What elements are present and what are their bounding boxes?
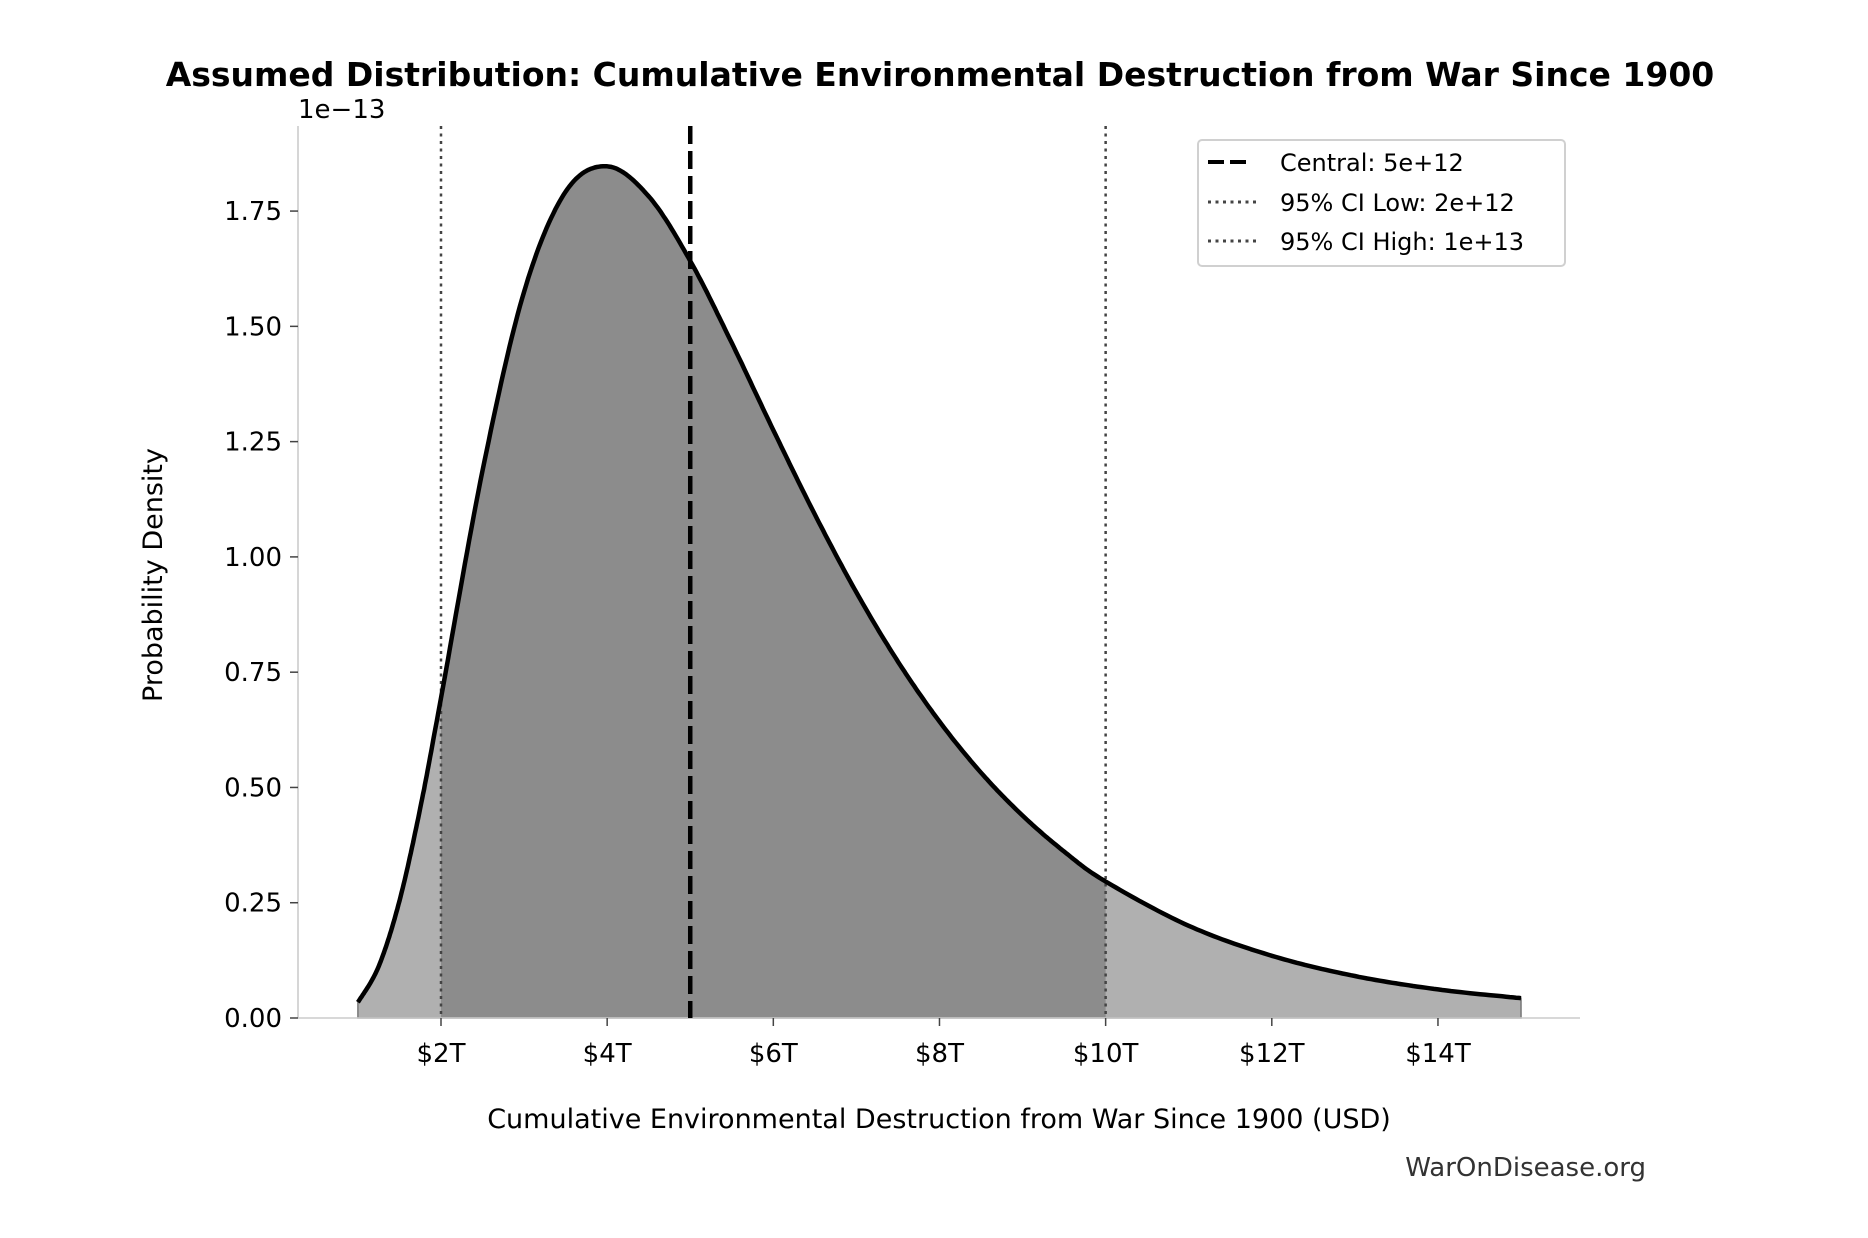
y-tick-label: 0.75 <box>224 658 282 688</box>
y-offset-label: 1e−13 <box>298 95 385 125</box>
y-axis-label: Probability Density <box>138 448 169 702</box>
y-tick-label: 0.50 <box>224 773 282 803</box>
y-tick-label: 0.25 <box>224 889 282 919</box>
legend-label-ci-low: 95% CI Low: 2e+12 <box>1280 189 1515 217</box>
y-tick-label: 1.00 <box>224 543 282 573</box>
legend-label-central: Central: 5e+12 <box>1280 149 1464 177</box>
distribution-fill-ci <box>441 166 1106 1019</box>
x-axis-label: Cumulative Environmental Destruction fro… <box>487 1104 1391 1135</box>
x-tick-label: $10T <box>1073 1039 1139 1069</box>
legend: Central: 5e+12 95% CI Low: 2e+12 95% CI … <box>1197 139 1566 267</box>
x-tick-label: $12T <box>1239 1039 1305 1069</box>
x-tick-label: $4T <box>583 1039 632 1069</box>
chart-title: Assumed Distribution: Cumulative Environ… <box>166 55 1715 94</box>
y-tick-label: 1.25 <box>224 428 282 458</box>
x-tick-label: $2T <box>417 1039 466 1069</box>
y-tick-label: 0.00 <box>224 1004 282 1034</box>
y-tick-label: 1.75 <box>224 197 282 227</box>
x-tick-label: $6T <box>749 1039 798 1069</box>
legend-label-ci-high: 95% CI High: 1e+13 <box>1280 228 1524 256</box>
x-tick-label: $14T <box>1405 1039 1471 1069</box>
x-tick-label: $8T <box>915 1039 964 1069</box>
watermark: WarOnDisease.org <box>1405 1153 1646 1183</box>
legend-box <box>1197 139 1566 267</box>
y-tick-label: 1.50 <box>224 312 282 342</box>
plot-area: $2T $4T $6T $8T $10T $12T $14T 0.00 0.25 0.50 0.75… <box>224 126 1580 1069</box>
density-curve <box>356 164 1522 1004</box>
